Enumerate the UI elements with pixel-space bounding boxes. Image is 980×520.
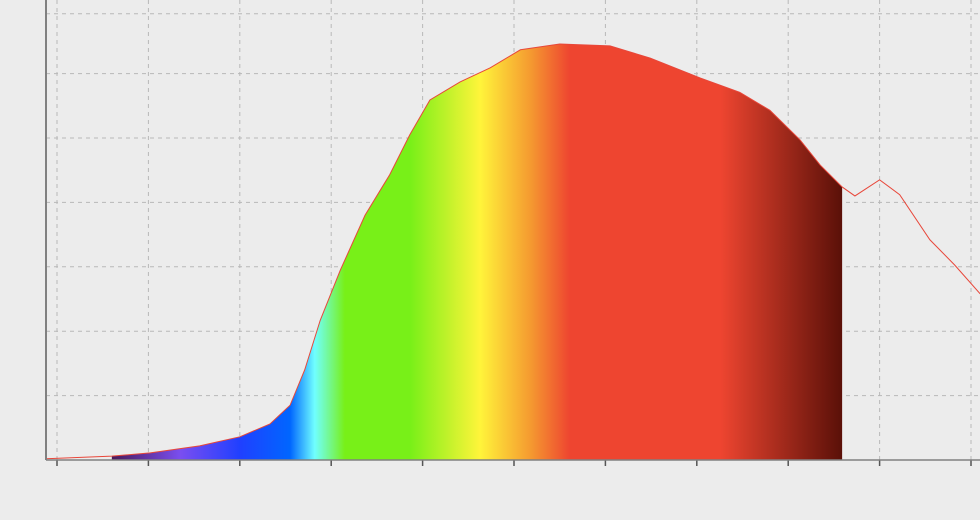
spectrum-line [46, 43, 980, 460]
spectrum-fill [111, 43, 843, 460]
axes [45, 0, 980, 466]
